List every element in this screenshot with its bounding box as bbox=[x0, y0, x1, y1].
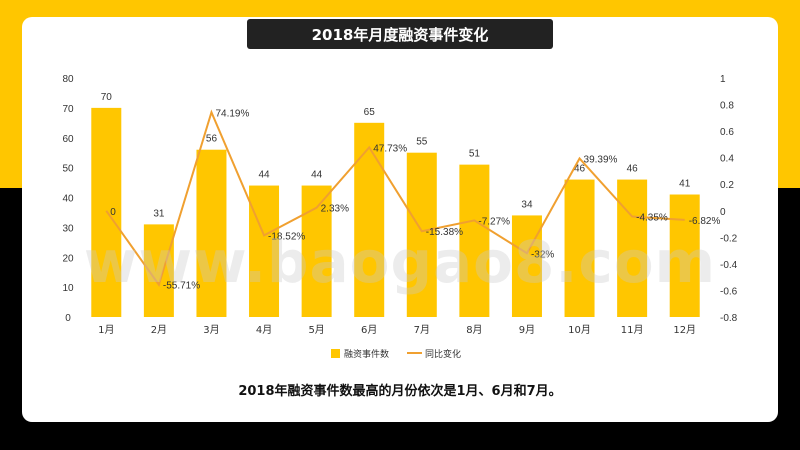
bar bbox=[669, 194, 700, 317]
x-axis-tick: 1月 bbox=[98, 324, 114, 336]
right-axis-tick: 0.4 bbox=[720, 154, 734, 165]
legend-label-line: 同比变化 bbox=[425, 348, 461, 360]
line-value-label: 39.39% bbox=[584, 154, 618, 165]
x-axis-tick: 4月 bbox=[256, 324, 272, 336]
x-axis-tick: 2月 bbox=[151, 324, 167, 336]
yoy-change-line bbox=[105, 109, 685, 287]
bar-value-label: 46 bbox=[627, 164, 639, 175]
right-axis-tick: -0.6 bbox=[720, 286, 738, 297]
left-axis-tick: 0 bbox=[65, 313, 71, 324]
bar bbox=[406, 152, 437, 317]
line-value-label: -6.82% bbox=[689, 216, 721, 227]
x-axis-tick: 5月 bbox=[308, 324, 324, 336]
legend-label-bars: 融资事件数 bbox=[344, 348, 389, 360]
bar-value-label: 44 bbox=[311, 170, 323, 181]
x-axis-tick: 6月 bbox=[361, 324, 377, 336]
bar bbox=[249, 185, 280, 317]
right-axis-tick: 0 bbox=[720, 207, 726, 218]
left-axis-tick: 10 bbox=[62, 283, 74, 294]
x-axis-tick: 10月 bbox=[568, 324, 591, 336]
left-axis-tick: 70 bbox=[62, 104, 74, 115]
x-axis-tick: 7月 bbox=[414, 324, 430, 336]
chart-card bbox=[22, 17, 778, 422]
line-value-label: 74.19% bbox=[215, 108, 249, 119]
line-value-label: -4.35% bbox=[636, 213, 668, 224]
bar bbox=[617, 179, 648, 317]
left-axis-tick: 20 bbox=[62, 253, 74, 264]
right-axis-tick: 0.2 bbox=[720, 180, 734, 191]
bar-value-label: 70 bbox=[101, 92, 113, 103]
bar-value-label: 41 bbox=[679, 179, 691, 190]
bar bbox=[459, 164, 490, 317]
bar-value-label: 56 bbox=[206, 134, 218, 145]
x-axis-tick: 8月 bbox=[466, 324, 482, 336]
bar bbox=[354, 122, 385, 317]
right-axis-tick: 1 bbox=[720, 74, 726, 85]
right-axis-tick: -0.8 bbox=[720, 313, 738, 324]
x-axis-tick: 3月 bbox=[203, 324, 219, 336]
line-value-label: -7.27% bbox=[478, 216, 510, 227]
right-axis-tick: 0.6 bbox=[720, 127, 734, 138]
left-axis-tick: 40 bbox=[62, 194, 74, 205]
left-axis-tick: 30 bbox=[62, 223, 74, 234]
line-value-label: 0 bbox=[110, 207, 116, 218]
bar-value-label: 44 bbox=[258, 170, 270, 181]
left-axis-tick: 60 bbox=[62, 134, 74, 145]
line-value-label: 47.73% bbox=[373, 143, 407, 154]
left-axis-tick: 50 bbox=[62, 164, 74, 175]
bar bbox=[564, 179, 595, 317]
right-axis-tick: -0.2 bbox=[720, 233, 738, 244]
bar bbox=[196, 149, 227, 317]
right-axis-tick: -0.4 bbox=[720, 260, 738, 271]
left-axis-tick: 80 bbox=[62, 74, 74, 85]
bar-value-label: 65 bbox=[364, 107, 376, 118]
x-axis-tick: 12月 bbox=[673, 324, 696, 336]
bar-value-label: 46 bbox=[574, 164, 586, 175]
chart-title: 2018年月度融资事件变化 bbox=[247, 19, 553, 49]
line-value-label: -55.71% bbox=[163, 281, 200, 292]
x-axis-tick: 11月 bbox=[621, 324, 644, 336]
line-value-label: 2.33% bbox=[321, 204, 349, 215]
line-value-label: -18.52% bbox=[268, 231, 305, 242]
right-axis-tick: 0.8 bbox=[720, 101, 734, 112]
bar-value-label: 34 bbox=[521, 199, 533, 210]
bar-value-label: 55 bbox=[416, 137, 428, 148]
x-axis-tick: 9月 bbox=[519, 324, 535, 336]
legend-swatch-bars bbox=[331, 349, 340, 358]
line-value-label: -32% bbox=[531, 249, 554, 260]
chart-caption: 2018年融资事件数最高的月份依次是1月、6月和7月。 bbox=[238, 384, 562, 399]
line-value-label: -15.38% bbox=[426, 227, 463, 238]
bar-value-label: 51 bbox=[469, 149, 481, 160]
bar-value-label: 31 bbox=[153, 208, 165, 219]
bar bbox=[511, 215, 542, 317]
